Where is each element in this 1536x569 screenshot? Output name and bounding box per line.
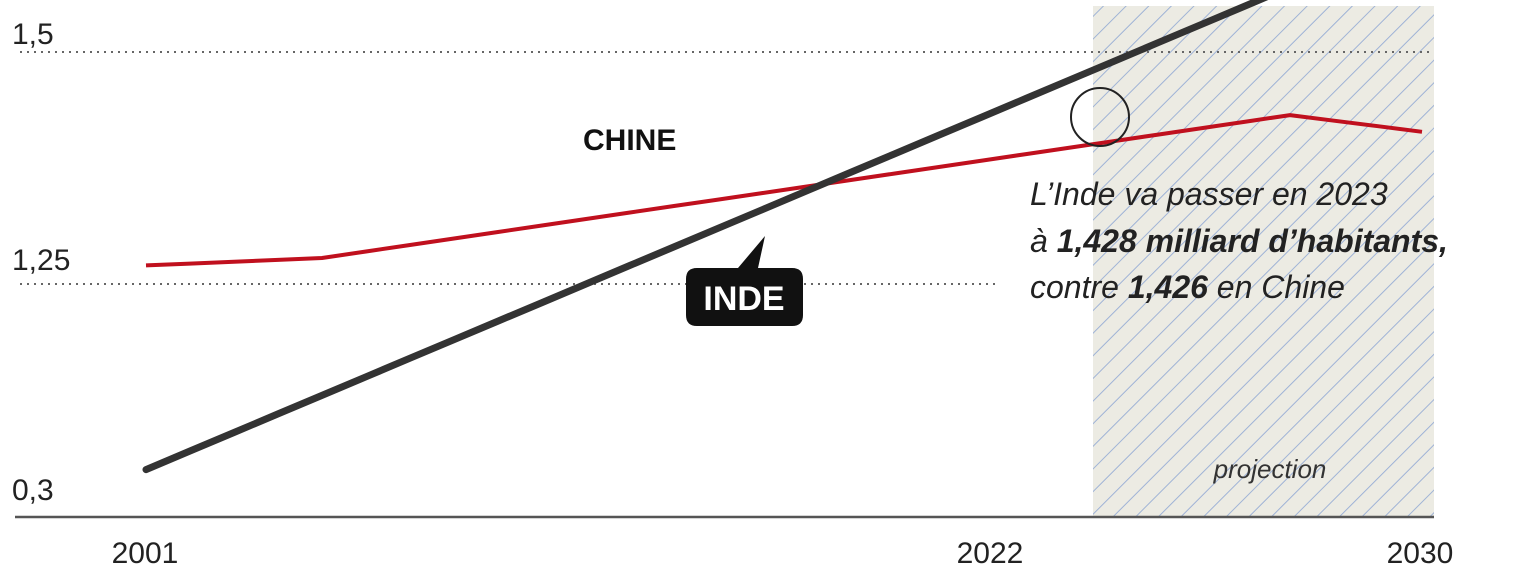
annotation-line-2-bold: 1,428 milliard d’habitants, — [1057, 223, 1448, 259]
series-label-inde: INDE — [703, 280, 784, 318]
y-tick-label: 1,5 — [12, 18, 54, 51]
x-tick-label: 2030 — [1387, 537, 1454, 569]
x-tick-label: 2001 — [112, 537, 179, 569]
projection-zone — [1093, 6, 1434, 517]
crossover-circle — [1070, 87, 1130, 147]
y-tick-label: 0,3 — [12, 474, 54, 507]
series-line-inde — [142, 0, 1269, 474]
annotation-line-3-prefix: contre — [1030, 269, 1128, 305]
series-label-chine: CHINE — [583, 124, 676, 157]
annotation-line-2-prefix: à — [1030, 223, 1057, 259]
annotation-line-1-text: L’Inde va passer en 2023 — [1030, 176, 1388, 212]
x-tick-label: 2022 — [957, 537, 1024, 569]
projection-label: projection — [1213, 454, 1327, 484]
annotation-line-3-suffix: en Chine — [1208, 269, 1345, 305]
inde-callout-bubble — [686, 236, 803, 326]
annotation-line-3-bold: 1,426 — [1128, 269, 1208, 305]
annotation-line-3: contre 1,426 en Chine — [1030, 269, 1345, 305]
annotation-line-1: L’Inde va passer en 2023 — [1030, 176, 1388, 212]
series-line-chine — [145, 113, 1423, 268]
y-tick-label: 1,25 — [12, 244, 70, 277]
series-label-inde-callout: INDE — [686, 236, 803, 326]
annotation-line-2: à 1,428 milliard d’habitants, — [1030, 223, 1448, 259]
